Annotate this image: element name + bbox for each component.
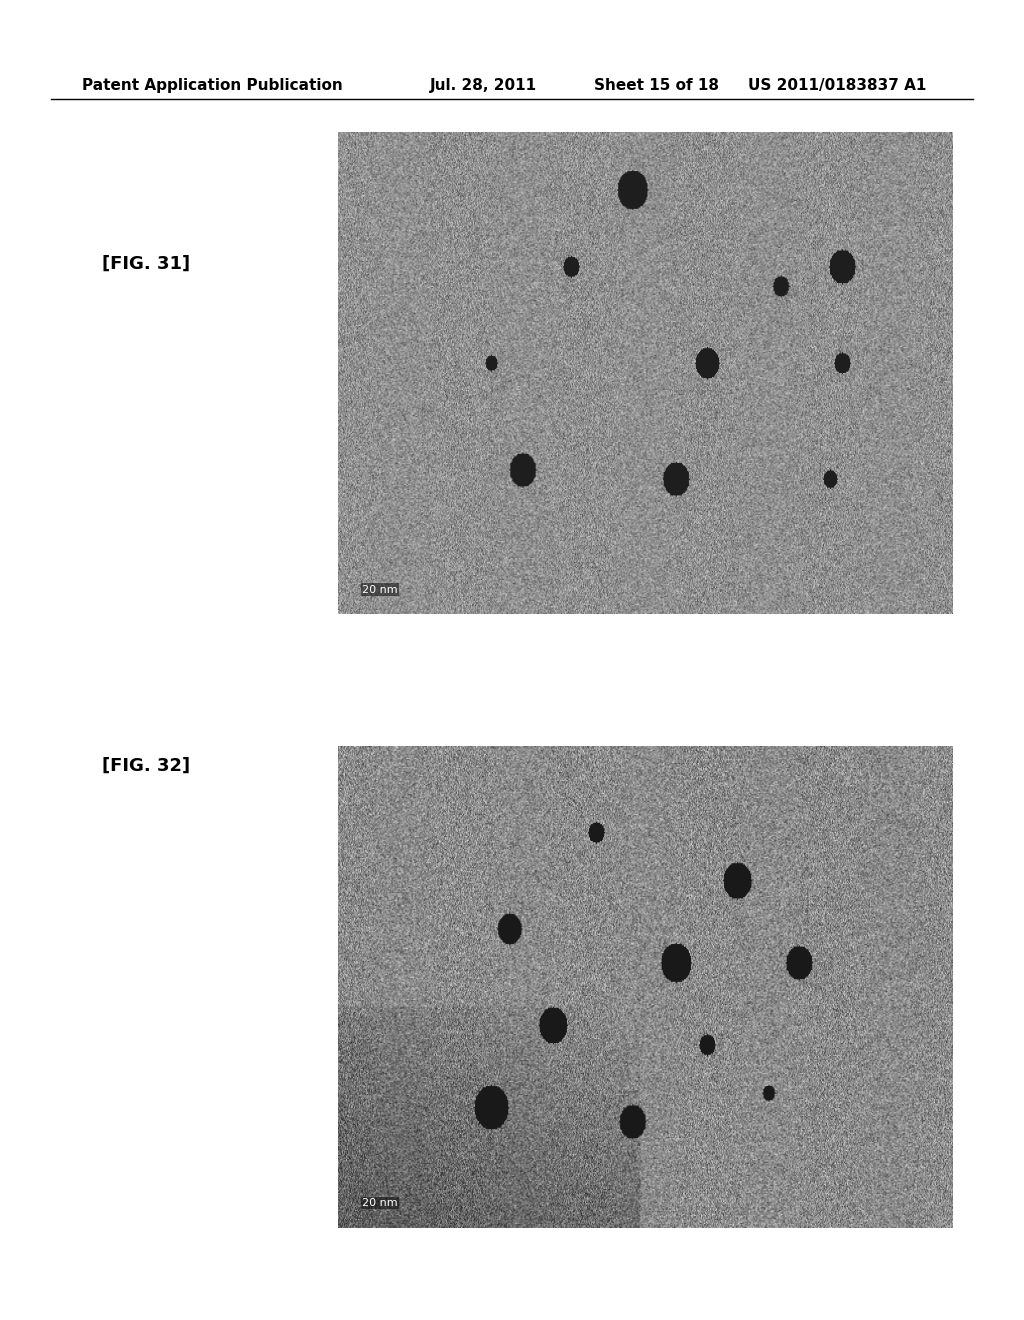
Text: US 2011/0183837 A1: US 2011/0183837 A1 (748, 78, 926, 94)
Text: [FIG. 32]: [FIG. 32] (102, 756, 190, 775)
Text: [FIG. 31]: [FIG. 31] (102, 255, 190, 273)
Text: Jul. 28, 2011: Jul. 28, 2011 (430, 78, 538, 94)
Text: 20 nm: 20 nm (362, 1199, 398, 1208)
Text: Sheet 15 of 18: Sheet 15 of 18 (594, 78, 719, 94)
Text: Patent Application Publication: Patent Application Publication (82, 78, 343, 94)
Text: 20 nm: 20 nm (362, 585, 398, 594)
